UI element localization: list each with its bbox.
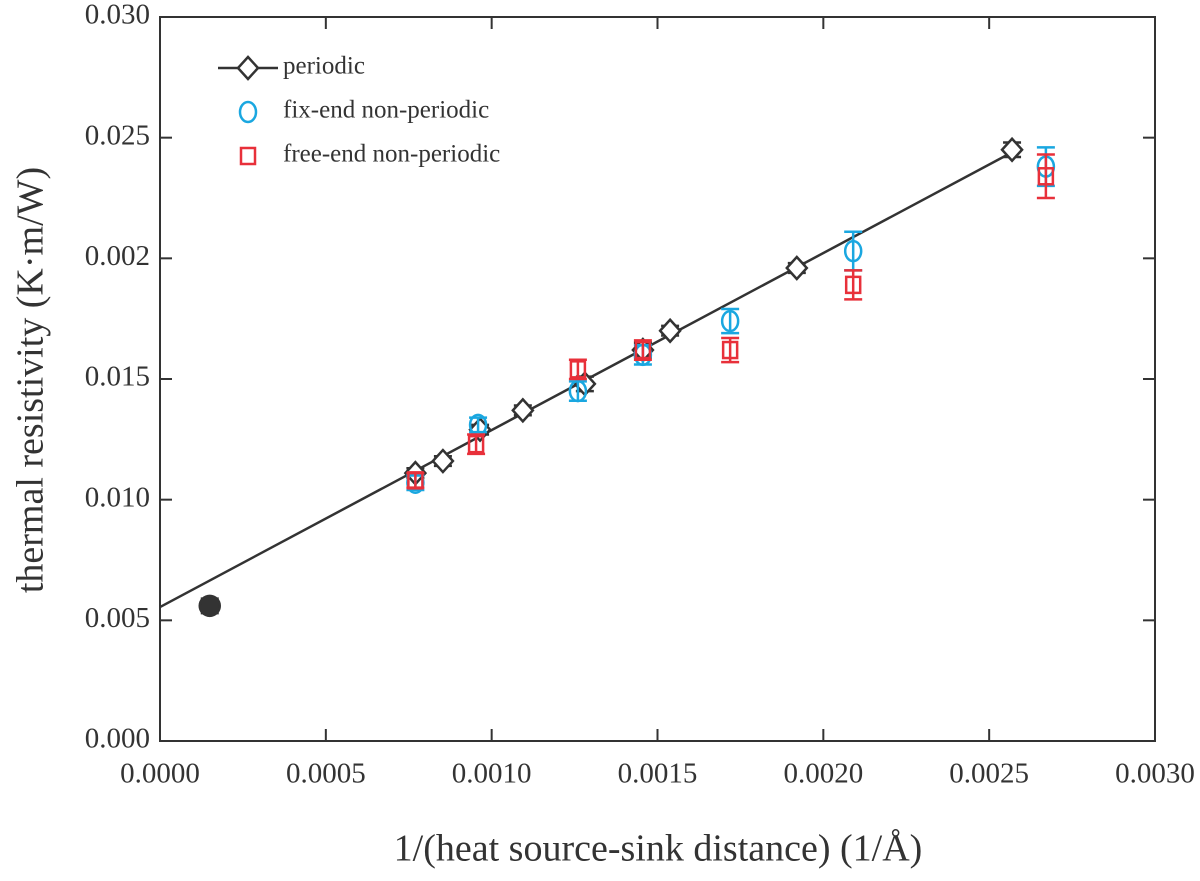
circle-marker (568, 379, 588, 403)
diamond-marker (431, 448, 455, 474)
plot-frame (159, 16, 1156, 742)
x-axis-label: 1/(heat source-sink distance) (1/Å) (394, 828, 923, 870)
legend-marker (239, 146, 257, 166)
square-marker (721, 340, 739, 360)
circle-marker (720, 309, 740, 333)
square-marker (407, 471, 424, 490)
circle-marker (843, 239, 863, 263)
error-bar (1036, 153, 1055, 200)
y-tick-label: 0.010 (85, 481, 150, 513)
square-marker (569, 360, 587, 379)
diamond-marker (1000, 136, 1024, 163)
diamond-marker (658, 317, 682, 344)
y-tick-label: 0.025 (85, 119, 150, 151)
x-tick-label: 0.0025 (949, 758, 1029, 790)
y-tick-label: 0.002 (85, 240, 150, 272)
x-tick-label: 0.0030 (1115, 758, 1195, 790)
diamond-marker (511, 397, 535, 424)
error-bar (633, 339, 652, 361)
error-bar (844, 269, 863, 301)
legend-marker (238, 100, 258, 124)
error-bar (467, 433, 486, 456)
legend-marker (236, 55, 260, 81)
square-marker (844, 275, 862, 295)
x-tick-label: 0.0000 (120, 758, 200, 790)
x-tick-label: 0.0005 (286, 758, 366, 790)
legend-label: free-end non-periodic (283, 141, 500, 168)
y-axis-label: thermal resistivity (K·m/W) (10, 167, 52, 593)
error-bar (568, 358, 587, 381)
x-tick-label: 0.0015 (618, 758, 698, 790)
y-tick-label: 0.030 (85, 0, 150, 31)
error-bar (721, 307, 740, 335)
square-marker (467, 434, 485, 454)
y-tick-label: 0.005 (85, 602, 150, 634)
square-marker (634, 340, 652, 360)
error-bar (844, 230, 863, 272)
y-tick-label: 0.015 (85, 361, 150, 393)
x-tick-label: 0.0010 (452, 758, 532, 790)
filled-marker (198, 594, 221, 618)
legend-label: periodic (283, 53, 365, 80)
diamond-marker (785, 255, 809, 281)
x-tick-label: 0.0020 (783, 758, 863, 790)
square-marker (1037, 167, 1055, 186)
legend-label: fix-end non-periodic (283, 97, 489, 124)
y-tick-label: 0.000 (85, 723, 150, 755)
